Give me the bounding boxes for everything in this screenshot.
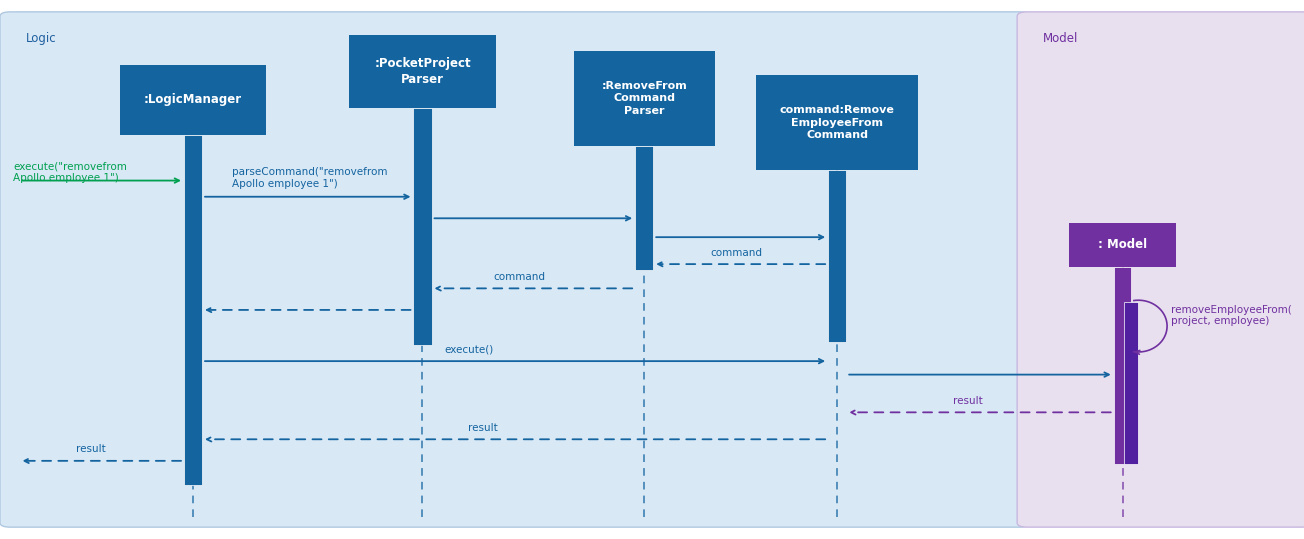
Bar: [120, 65, 266, 135]
Bar: [635, 146, 653, 270]
Text: command: command: [493, 272, 545, 282]
Text: :RemoveFrom
Command
Parser: :RemoveFrom Command Parser: [601, 81, 687, 116]
Text: result: result: [953, 396, 982, 406]
Text: removeEmployeeFrom(
project, employee): removeEmployeeFrom( project, employee): [1171, 305, 1292, 326]
Text: command:Remove
EmployeeFrom
Command: command:Remove EmployeeFrom Command: [780, 105, 895, 140]
Text: parseCommand("removefrom
Apollo employee 1"): parseCommand("removefrom Apollo employee…: [232, 167, 387, 189]
Bar: [574, 51, 715, 146]
Text: result: result: [468, 423, 497, 433]
FancyBboxPatch shape: [1017, 12, 1304, 527]
Text: result: result: [77, 444, 106, 454]
Text: execute(): execute(): [445, 344, 494, 355]
Bar: [413, 108, 432, 345]
Bar: [1069, 223, 1176, 267]
Text: :PocketProject
Parser: :PocketProject Parser: [374, 57, 471, 86]
Bar: [184, 135, 202, 485]
Bar: [828, 170, 846, 342]
Text: : Model: : Model: [1098, 238, 1148, 251]
FancyBboxPatch shape: [0, 12, 1030, 527]
Text: command: command: [711, 247, 763, 258]
Text: execute("removefrom
Apollo employee 1"): execute("removefrom Apollo employee 1"): [13, 162, 126, 183]
Bar: [756, 75, 918, 170]
Text: Logic: Logic: [26, 32, 56, 45]
Bar: [1124, 302, 1138, 464]
Text: :LogicManager: :LogicManager: [143, 93, 243, 106]
Bar: [349, 35, 496, 108]
Text: Model: Model: [1043, 32, 1078, 45]
Bar: [1114, 267, 1131, 464]
